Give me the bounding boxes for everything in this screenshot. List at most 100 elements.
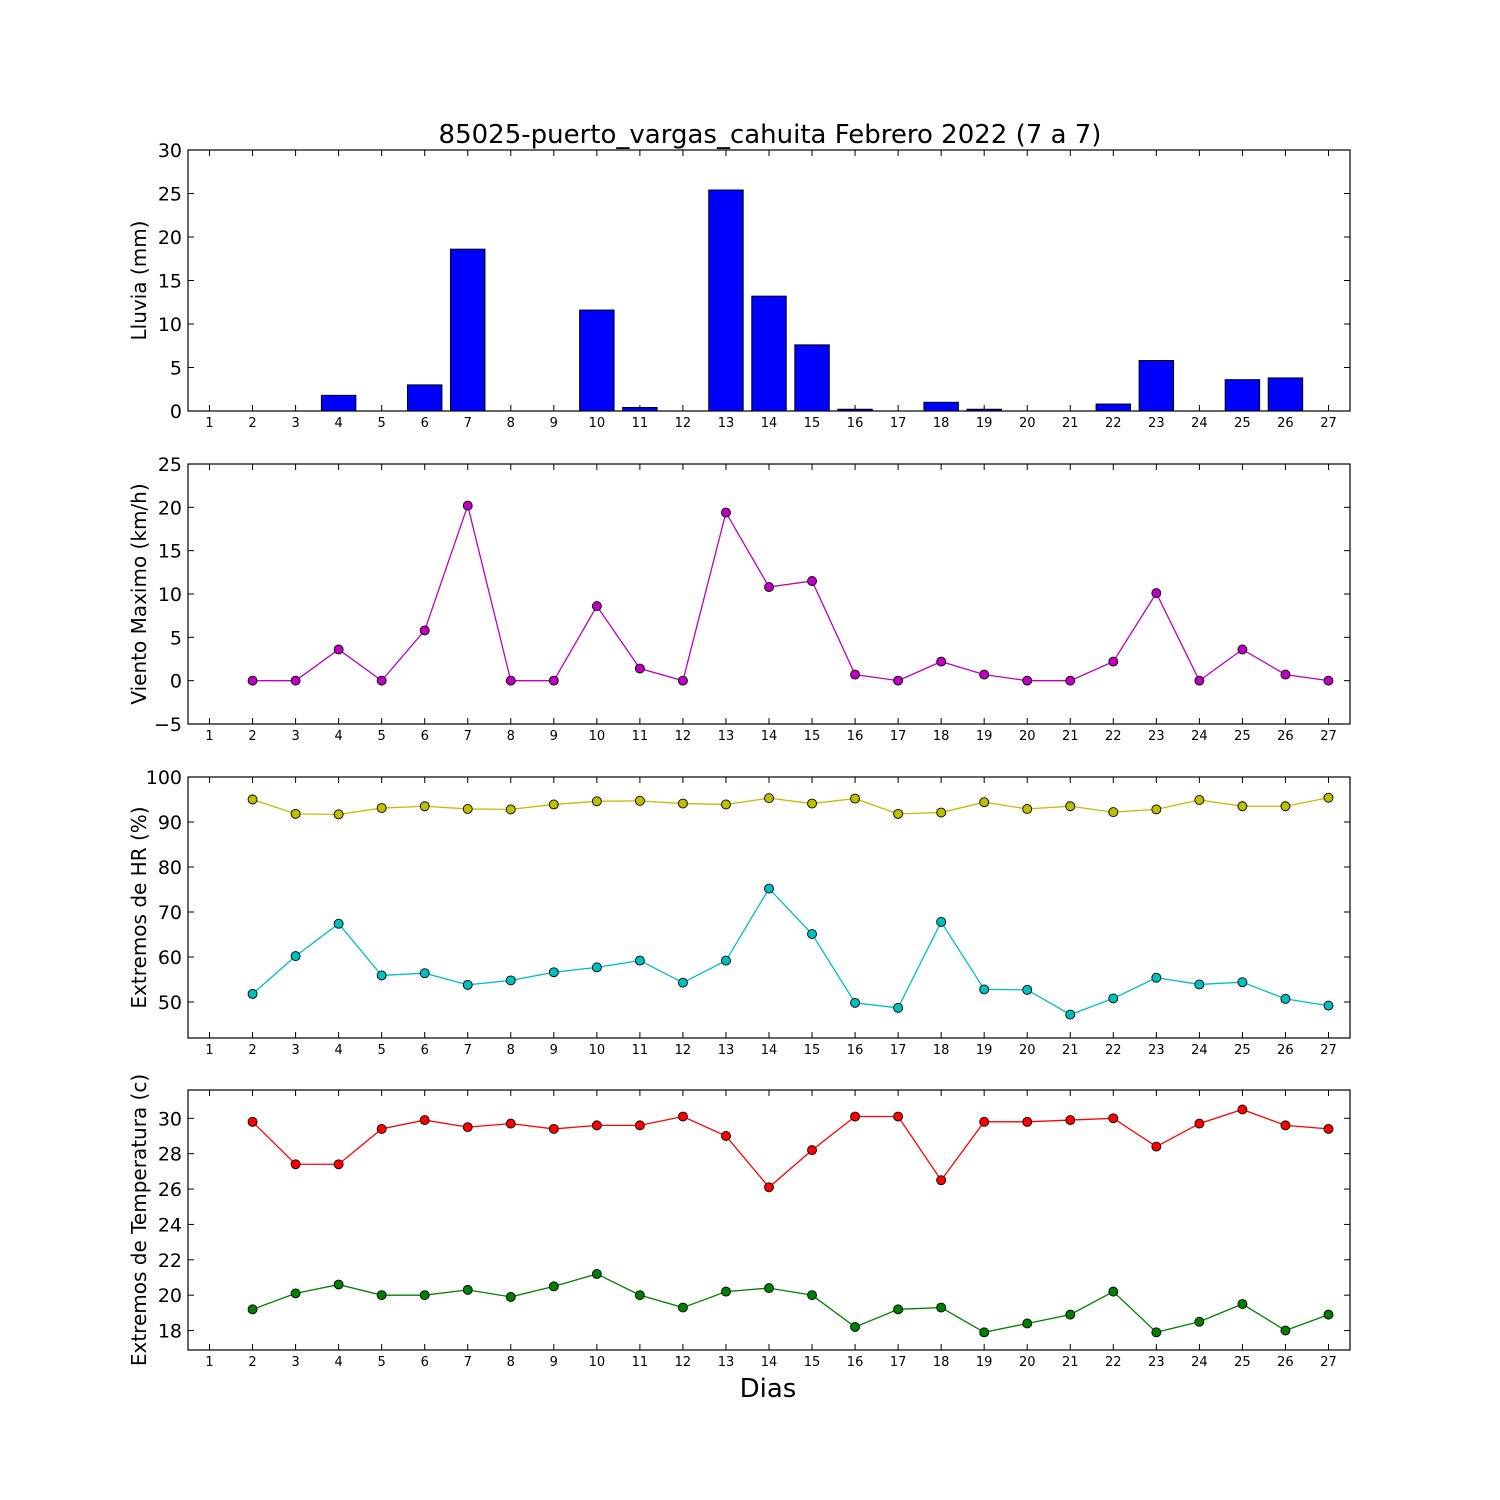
x-tick-label: 7 — [464, 1043, 472, 1058]
y-tick-label: 20 — [158, 227, 182, 249]
x-tick-label: 24 — [1191, 416, 1208, 431]
series-2-point-day-9 — [548, 967, 559, 978]
x-tick-label: 19 — [976, 416, 993, 431]
x-tick-label: 11 — [632, 729, 649, 744]
y-tick-label: 60 — [158, 947, 182, 969]
series-1-point-day-2 — [247, 1116, 258, 1127]
x-tick-label: 21 — [1062, 729, 1079, 744]
bar-day-23 — [1138, 360, 1175, 412]
series-1-point-day-7 — [462, 1122, 473, 1133]
series-1-point-day-22 — [1108, 807, 1119, 818]
x-tick-label: 8 — [507, 729, 515, 744]
x-tick-label: 18 — [933, 1355, 950, 1370]
x-tick-label: 18 — [933, 1043, 950, 1058]
x-tick-label: 24 — [1191, 1043, 1208, 1058]
series-1-point-day-15 — [807, 1145, 817, 1156]
y-axis-label: Lluvia (mm) — [127, 221, 151, 341]
y-tick-label: 24 — [158, 1214, 182, 1236]
bar-day-22 — [1095, 403, 1132, 412]
series-2-point-day-25 — [1237, 1299, 1248, 1309]
y-tick-label: 28 — [158, 1144, 182, 1166]
series-1-point-day-15 — [807, 576, 817, 586]
series-2-point-day-17 — [893, 1002, 904, 1013]
x-tick-label: 25 — [1234, 1355, 1251, 1370]
series-1-point-day-24 — [1194, 1118, 1205, 1129]
chart-title: 85025-puerto_vargas_cahuita Febrero 2022… — [439, 120, 1102, 150]
x-tick-label: 2 — [248, 1355, 256, 1370]
series-1-point-day-19 — [979, 669, 990, 680]
series-1-point-day-12 — [677, 1111, 688, 1122]
x-tick-label: 15 — [804, 1043, 821, 1058]
series-1-point-day-23 — [1151, 1141, 1162, 1152]
series-1-point-day-11 — [634, 1120, 645, 1131]
y-axis-label: Extremos de Temperatura (c) — [127, 1074, 151, 1366]
x-tick-label: 12 — [675, 416, 692, 431]
series-2-point-day-20 — [1022, 1318, 1033, 1329]
x-tick-label: 14 — [761, 729, 778, 744]
series-1-point-day-26 — [1280, 669, 1291, 680]
series-1-point-day-4 — [333, 809, 344, 820]
series-1-point-day-13 — [721, 799, 731, 810]
series-2-point-day-15 — [807, 1290, 817, 1301]
series-1-point-day-26 — [1280, 1120, 1291, 1131]
series-1-point-day-14 — [764, 793, 774, 804]
x-tick-label: 21 — [1062, 416, 1079, 431]
series-2-point-day-24 — [1194, 1316, 1205, 1327]
x-tick-label: 13 — [718, 416, 735, 431]
series-1-point-day-5 — [376, 1123, 387, 1134]
y-tick-label: 5 — [170, 358, 182, 380]
series-1-point-day-16 — [850, 1111, 861, 1122]
series-1-line — [252, 797, 1329, 816]
y-tick-label: 0 — [170, 401, 182, 423]
series-1-point-day-24 — [1194, 675, 1205, 686]
series-2-line — [252, 887, 1329, 1016]
x-tick-label: 2 — [248, 416, 256, 431]
series-2-point-day-7 — [462, 979, 473, 990]
x-tick-label: 22 — [1105, 416, 1122, 431]
x-tick-label: 13 — [718, 1355, 735, 1370]
x-tick-label: 12 — [675, 1043, 692, 1058]
x-tick-label: 4 — [334, 416, 342, 431]
x-tick-label: 17 — [890, 729, 907, 744]
series-1-point-day-16 — [850, 793, 861, 804]
series-1-point-day-4 — [333, 1159, 344, 1170]
series-2-point-day-10 — [591, 962, 602, 973]
series-2-point-day-25 — [1237, 977, 1248, 988]
y-tick-label: 90 — [158, 812, 182, 834]
x-tick-label: 9 — [550, 729, 558, 744]
bar-day-7 — [450, 248, 486, 412]
x-tick-label: 1 — [205, 729, 213, 744]
series-2-point-day-5 — [376, 970, 387, 981]
series-2-point-day-7 — [462, 1284, 473, 1295]
x-tick-label: 23 — [1148, 729, 1165, 744]
series-2-point-day-6 — [419, 1290, 430, 1301]
x-tick-label: 7 — [464, 729, 472, 744]
x-tick-label: 14 — [761, 1355, 778, 1370]
series-2-point-day-5 — [376, 1290, 387, 1301]
x-tick-label: 1 — [205, 1043, 213, 1058]
series-2-point-day-4 — [333, 1279, 344, 1290]
series-1-point-day-27 — [1323, 1123, 1334, 1134]
series-2-point-day-23 — [1151, 972, 1162, 983]
x-tick-label: 20 — [1019, 729, 1036, 744]
y-tick-label: 15 — [158, 541, 182, 563]
x-tick-label: 15 — [804, 416, 821, 431]
x-tick-label: 20 — [1019, 416, 1036, 431]
series-1-point-day-12 — [677, 675, 688, 686]
series-1-point-day-12 — [677, 798, 688, 809]
y-tick-label: 22 — [158, 1250, 182, 1272]
series-2-point-day-6 — [419, 968, 430, 979]
x-tick-label: 11 — [632, 1043, 649, 1058]
series-1-point-day-4 — [333, 644, 344, 655]
y-tick-label: 15 — [158, 271, 182, 293]
y-tick-label: 80 — [158, 857, 182, 879]
y-tick-label: 30 — [158, 140, 182, 162]
series-1-point-day-6 — [419, 801, 430, 812]
x-tick-label: 17 — [890, 416, 907, 431]
x-tick-label: 26 — [1277, 416, 1294, 431]
x-tick-label: 16 — [847, 729, 864, 744]
series-1-point-day-3 — [290, 1159, 301, 1170]
x-tick-label: 21 — [1062, 1355, 1079, 1370]
